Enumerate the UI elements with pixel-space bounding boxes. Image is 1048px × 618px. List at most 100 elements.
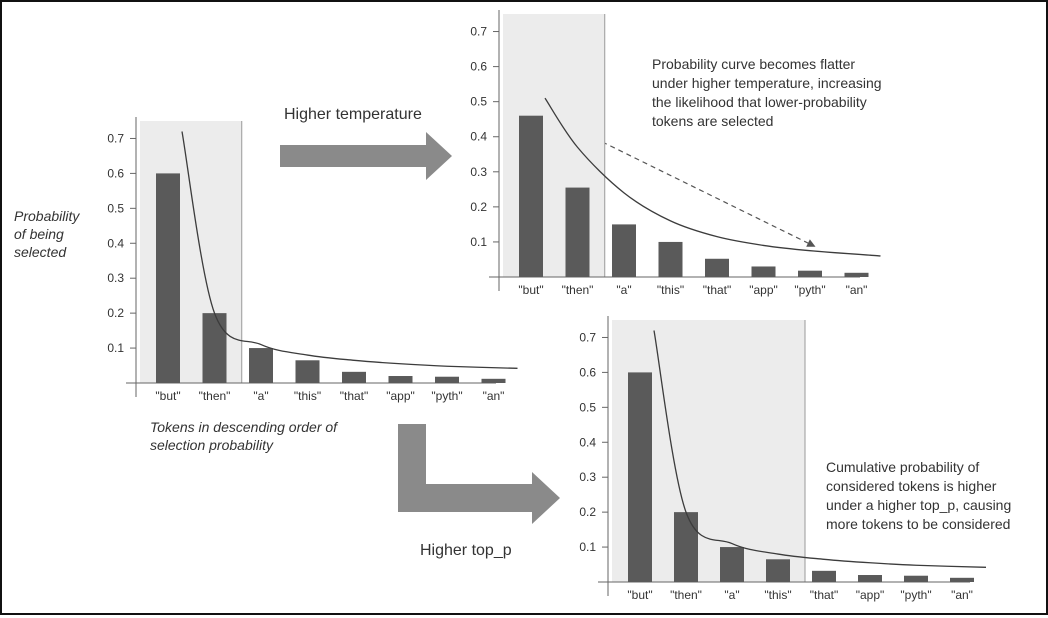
chart-temperature-bar (705, 258, 729, 277)
chart-temperature-bar (565, 187, 590, 277)
chart-temperature-ytick-label: 0.4 (470, 130, 487, 144)
chart-top_p-bar (628, 372, 652, 582)
chart-temperature-category-label: "that" (703, 283, 732, 297)
x-axis-label-line-1: Tokens in descending order of (150, 419, 339, 435)
chart-top_p-bar (904, 575, 928, 582)
chart-base-category-label: "an" (483, 389, 505, 403)
chart-temperature-bar (658, 241, 683, 277)
chart-top_p: 0.1 0.2 0.3 0.4 0.5 0.6 0.7 "but" "then" "a" "this… (579, 316, 987, 602)
top-p-note: Cumulative probability of considered tok… (826, 459, 1015, 532)
chart-top_p-bar (720, 547, 744, 582)
chart-top_p-bar (674, 512, 698, 582)
top-p-note-line-1: Cumulative probability of (826, 459, 979, 475)
chart-top_p-category-label: "pyth" (900, 588, 931, 602)
chart-base-bar (249, 348, 273, 383)
chart-temperature-category-label: "this" (657, 283, 684, 297)
temperature-note-line-2: under higher temperature, increasing (652, 75, 882, 91)
chart-temperature-category-label: "pyth" (794, 283, 825, 297)
y-axis-label-line-1: Probability (14, 208, 80, 224)
chart-temperature-ytick-label: 0.7 (470, 25, 487, 39)
chart-base-bar (388, 376, 413, 383)
chart-base-category-label: "this" (294, 389, 321, 403)
chart-top_p-category-label: "then" (670, 588, 702, 602)
top-p-note-line-3: under a higher top_p, causing (826, 497, 1011, 513)
chart-top_p-category-label: "this" (764, 588, 791, 602)
x-axis-label-line-2: selection probability (150, 437, 274, 453)
chart-base-category-label: "but" (155, 389, 180, 403)
chart-top_p-category-label: "but" (627, 588, 652, 602)
chart-temperature: 0.1 0.2 0.3 0.4 0.5 0.6 0.7 "but" "then" "a" "this… (470, 10, 881, 297)
chart-temperature-ytick-label: 0.2 (470, 200, 487, 214)
temperature-arrow-icon (280, 132, 452, 180)
top-p-note-line-4: more tokens to be considered (826, 516, 1010, 532)
chart-top_p-bar (812, 570, 836, 582)
chart-top_p-ytick-label: 0.3 (579, 470, 596, 484)
chart-top_p-ytick-label: 0.5 (579, 400, 596, 414)
chart-top_p-bar (858, 575, 882, 582)
chart-top_p-category-label: "an" (951, 588, 973, 602)
chart-base-bar (435, 376, 459, 383)
chart-temperature-category-label: "app" (749, 283, 778, 297)
chart-top_p-ytick-label: 0.2 (579, 505, 596, 519)
chart-base-category-label: "then" (199, 389, 231, 403)
chart-top_p-bar (766, 559, 790, 582)
chart-base-ytick-label: 0.2 (107, 306, 124, 320)
x-axis-label: Tokens in descending order of selection … (150, 419, 341, 453)
chart-temperature-ytick-label: 0.1 (470, 235, 487, 249)
chart-temperature-ytick-label: 0.3 (470, 165, 487, 179)
chart-base-bar (295, 360, 320, 383)
chart-temperature-category-label: "then" (562, 283, 594, 297)
top-p-note-line-2: considered tokens is higher (826, 478, 997, 494)
chart-base-category-label: "that" (340, 389, 369, 403)
chart-temperature-bar (519, 115, 543, 278)
chart-base-ytick-label: 0.4 (107, 236, 124, 250)
chart-base-ytick-label: 0.7 (107, 131, 124, 145)
temperature-note-line-1: Probability curve becomes flatter (652, 56, 855, 72)
temperature-note-line-4: tokens are selected (652, 113, 773, 129)
y-axis-label-line-3: selected (14, 244, 67, 260)
chart-base-probability-curve (181, 131, 518, 369)
chart-top_p-probability-curve (653, 330, 987, 568)
top-p-arrow-label: Higher top_p (420, 542, 512, 559)
y-axis-label-line-2: of being (14, 226, 64, 242)
chart-temperature-bar (612, 224, 636, 277)
chart-base-bar (342, 371, 366, 383)
chart-temperature-category-label: "a" (616, 283, 631, 297)
chart-base-bar (481, 378, 506, 383)
chart-base-ytick-label: 0.5 (107, 201, 124, 215)
chart-base-category-label: "a" (253, 389, 268, 403)
chart-temperature-category-label: "an" (846, 283, 868, 297)
chart-temperature-ytick-label: 0.6 (470, 60, 487, 74)
top-p-arrow-icon (398, 424, 560, 524)
chart-top_p-ytick-label: 0.1 (579, 540, 596, 554)
chart-base-ytick-label: 0.1 (107, 341, 124, 355)
chart-temperature-probability-curve (544, 97, 881, 257)
y-axis-label: Probability of being selected (14, 208, 83, 260)
chart-temperature-bar (798, 270, 822, 277)
chart-top_p-bar (950, 577, 974, 582)
chart-temperature-bar (844, 272, 869, 277)
chart-top_p-ytick-label: 0.7 (579, 330, 596, 344)
chart-base: 0.1 0.2 0.3 0.4 0.5 0.6 0.7 "but" "then" "a" "this… (107, 117, 518, 403)
chart-temperature-ytick-label: 0.5 (470, 95, 487, 109)
chart-top_p-category-label: "app" (856, 588, 885, 602)
chart-base-category-label: "app" (386, 389, 415, 403)
chart-temperature-bar (751, 266, 776, 277)
chart-base-ytick-label: 0.3 (107, 271, 124, 285)
temperature-flatten-dashed-arrow (576, 129, 816, 247)
chart-temperature-category-label: "but" (518, 283, 543, 297)
chart-base-ytick-label: 0.6 (107, 166, 124, 180)
chart-top_p-ytick-label: 0.6 (579, 365, 596, 379)
chart-base-bar (156, 173, 180, 383)
chart-base-category-label: "pyth" (431, 389, 462, 403)
charts-layer: 0.1 0.2 0.3 0.4 0.5 0.6 0.7 "but" "then" "a" "this… (107, 10, 987, 602)
chart-top_p-ytick-label: 0.4 (579, 435, 596, 449)
chart-base-bar (202, 313, 227, 383)
temperature-note-line-3: the likelihood that lower-probability (652, 94, 867, 110)
chart-top_p-category-label: "that" (810, 588, 839, 602)
chart-top_p-category-label: "a" (724, 588, 739, 602)
temperature-arrow-label: Higher temperature (284, 106, 422, 123)
temperature-note: Probability curve becomes flatter under … (652, 56, 885, 129)
